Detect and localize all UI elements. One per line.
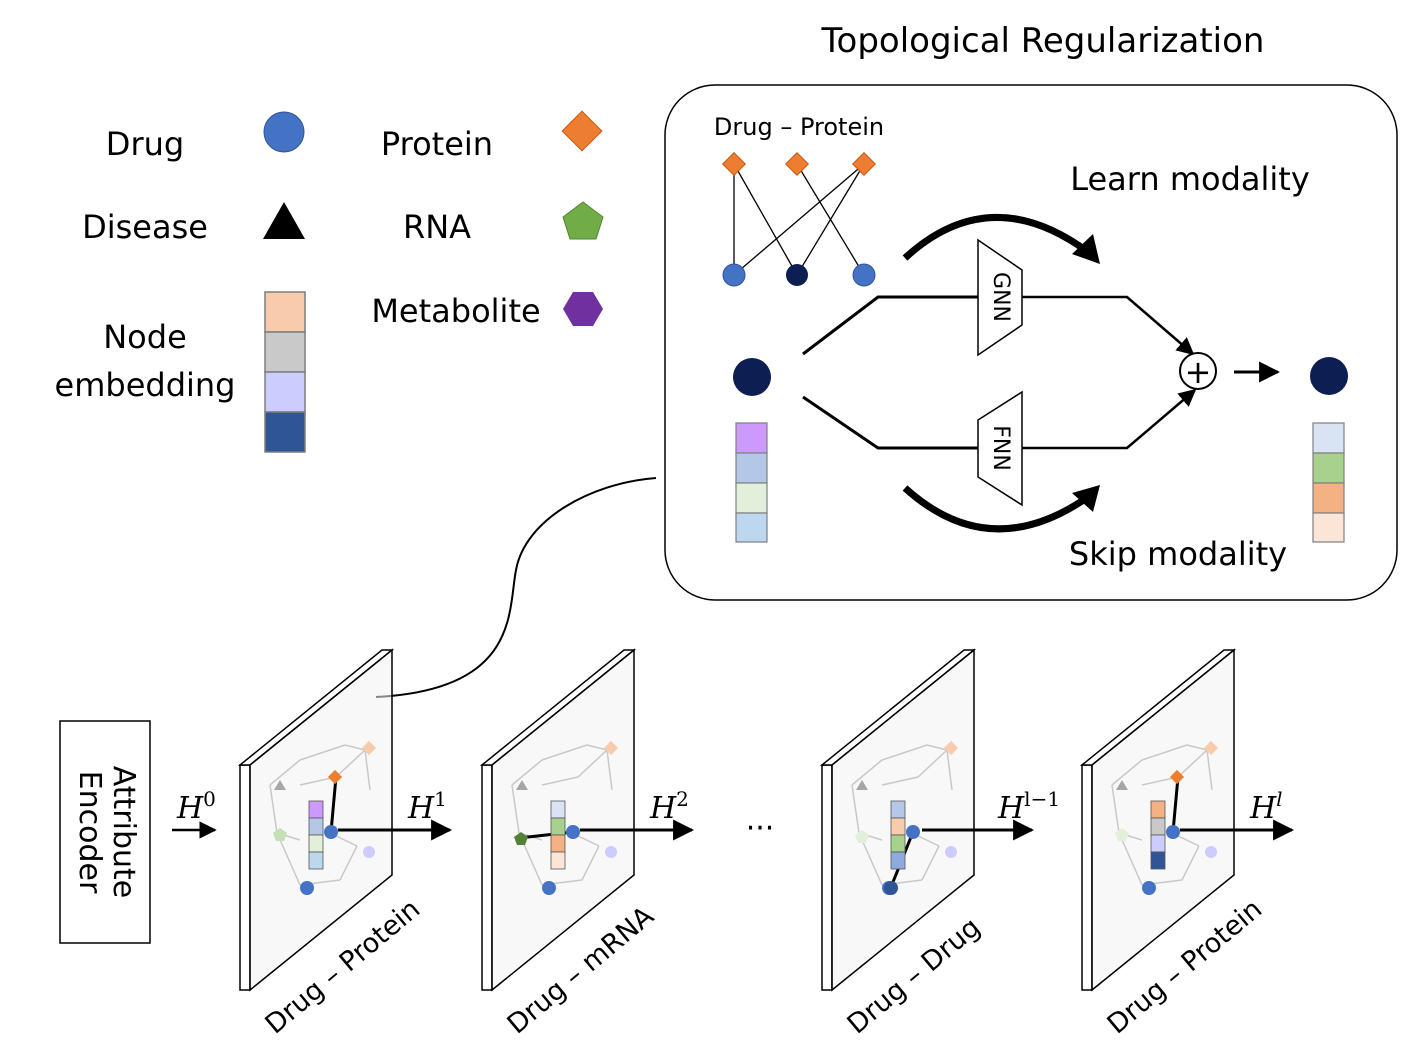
h-label: H1 bbox=[407, 787, 447, 826]
embedding-cell bbox=[264, 331, 306, 373]
diagram-title: Topological Regularization bbox=[821, 21, 1265, 61]
layer-panel-3: Drug – Drug bbox=[819, 648, 986, 1040]
drug-node bbox=[852, 263, 876, 287]
layer-panel-2: Drug – mRNA bbox=[479, 648, 660, 1040]
h-label: H2 bbox=[649, 787, 689, 826]
legend-disease-label: Disease bbox=[82, 208, 208, 246]
embedding-cell bbox=[264, 291, 306, 333]
metabolite-hexagon-icon bbox=[563, 292, 603, 326]
skip-curved-arrow bbox=[902, 485, 1090, 533]
gnn-block bbox=[977, 238, 1023, 357]
learn-modality-label: Learn modality bbox=[1070, 160, 1310, 198]
layer-panel-4: Drug – Protein bbox=[1079, 648, 1268, 1040]
fnn-branch-in bbox=[802, 395, 978, 450]
protein-diamond-icon bbox=[561, 110, 603, 152]
topological-regularization-panel: Drug – Protein GNN bbox=[664, 84, 1398, 601]
learn-arrowhead bbox=[1072, 234, 1100, 264]
embedding-cell bbox=[735, 482, 768, 514]
legend-node-embedding-line2: embedding bbox=[55, 366, 236, 404]
output-embedding-bar bbox=[1312, 422, 1345, 543]
fnn-branch-out bbox=[1022, 388, 1197, 450]
gnn-branch-out bbox=[1022, 295, 1195, 356]
ellipsis: ··· bbox=[746, 811, 775, 846]
attribute-encoder-line1: Attribute bbox=[106, 766, 141, 898]
embedding-cell bbox=[735, 452, 768, 484]
embedding-cell bbox=[1312, 482, 1345, 514]
output-drug-node bbox=[1310, 357, 1348, 395]
layer-panel-1: Drug – Protein bbox=[237, 648, 426, 1040]
rna-pentagon-icon bbox=[562, 201, 604, 240]
learn-curved-arrow bbox=[902, 213, 1091, 261]
drug-node bbox=[786, 264, 808, 286]
drug-circle-icon bbox=[263, 111, 305, 153]
legend-metabolite-label: Metabolite bbox=[371, 292, 540, 330]
skip-arrowhead bbox=[1072, 485, 1100, 512]
legend-rna-label: RNA bbox=[403, 208, 471, 246]
fnn-label: FNN bbox=[988, 425, 1013, 471]
protein-node bbox=[784, 151, 810, 177]
protein-node bbox=[721, 151, 747, 177]
drug-node bbox=[722, 263, 746, 287]
sum-node bbox=[1179, 352, 1217, 390]
embedding-cell bbox=[1312, 452, 1345, 484]
protein-node bbox=[851, 151, 877, 177]
gnn-label: GNN bbox=[988, 272, 1013, 322]
zoom-connector-curve bbox=[375, 477, 657, 698]
inset-pair-label: Drug – Protein bbox=[714, 113, 884, 141]
plus-symbol: + bbox=[1185, 353, 1212, 391]
hidden-state-arrows: H0 H1 H2 ··· Hl−1 Hl bbox=[172, 787, 1295, 846]
embedding-cell bbox=[264, 411, 306, 453]
embedding-cell bbox=[264, 371, 306, 413]
legend-protein-label: Protein bbox=[381, 125, 493, 163]
node-embedding-legend-bar bbox=[264, 291, 306, 453]
embedding-cell bbox=[735, 422, 768, 454]
bipartite-graph bbox=[721, 151, 877, 287]
inset-box bbox=[664, 84, 1398, 601]
embedding-cell bbox=[1312, 422, 1345, 454]
embedding-cell bbox=[735, 512, 768, 543]
h-label: Hl bbox=[1249, 787, 1283, 826]
input-drug-node bbox=[733, 358, 771, 396]
attribute-encoder: Attribute Encoder bbox=[59, 720, 151, 944]
fnn-block bbox=[977, 390, 1023, 507]
attribute-encoder-box bbox=[59, 720, 151, 944]
legend-node-embedding-line1: Node bbox=[103, 318, 187, 356]
h-label: H0 bbox=[176, 787, 216, 826]
h-label: Hl−1 bbox=[997, 787, 1060, 826]
disease-triangle-icon bbox=[263, 202, 305, 239]
embedding-cell bbox=[1312, 512, 1345, 543]
legend-drug-label: Drug bbox=[106, 125, 184, 163]
legend: Drug Protein Disease RNA Metabolite Node… bbox=[55, 110, 604, 453]
gnn-branch-in bbox=[802, 295, 978, 356]
attribute-encoder-line2: Encoder bbox=[72, 771, 107, 894]
input-embedding-bar bbox=[735, 422, 768, 543]
skip-modality-label: Skip modality bbox=[1069, 535, 1287, 573]
